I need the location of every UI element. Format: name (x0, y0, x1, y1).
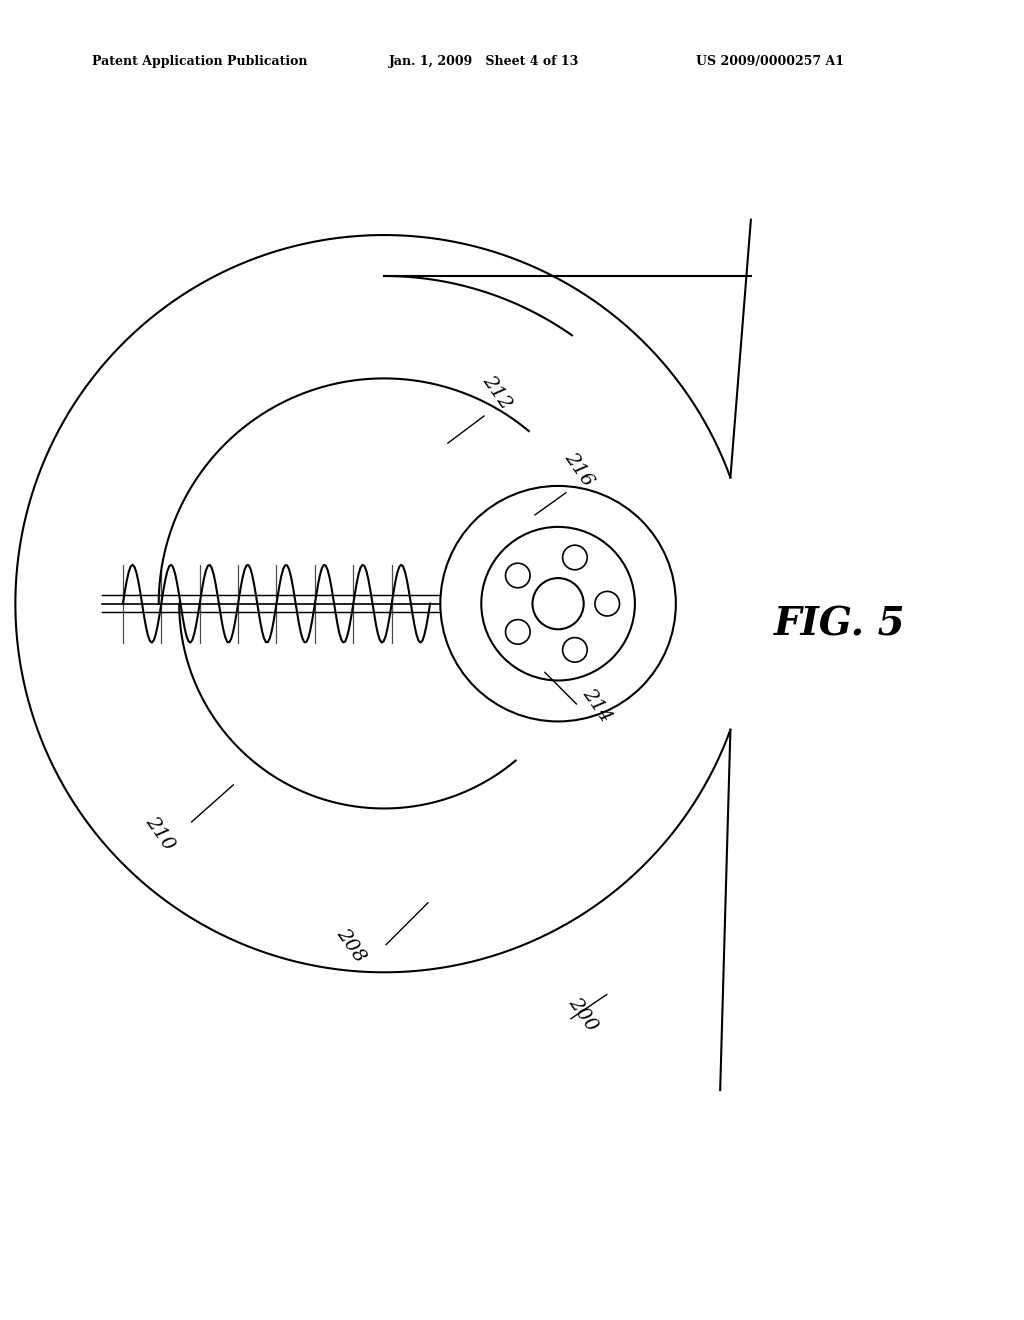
Text: 216: 216 (561, 449, 597, 490)
Text: 200: 200 (565, 994, 601, 1035)
Text: FIG. 5: FIG. 5 (774, 605, 905, 643)
Circle shape (595, 591, 620, 616)
Circle shape (562, 545, 587, 570)
Text: 210: 210 (141, 813, 177, 854)
Circle shape (532, 578, 584, 630)
Text: 214: 214 (579, 685, 614, 726)
Circle shape (562, 638, 587, 663)
Text: US 2009/0000257 A1: US 2009/0000257 A1 (696, 55, 845, 69)
Text: Patent Application Publication: Patent Application Publication (92, 55, 307, 69)
Text: Jan. 1, 2009   Sheet 4 of 13: Jan. 1, 2009 Sheet 4 of 13 (389, 55, 580, 69)
Circle shape (506, 619, 530, 644)
Circle shape (506, 564, 530, 587)
Text: 212: 212 (479, 372, 515, 413)
Text: 208: 208 (333, 925, 369, 966)
